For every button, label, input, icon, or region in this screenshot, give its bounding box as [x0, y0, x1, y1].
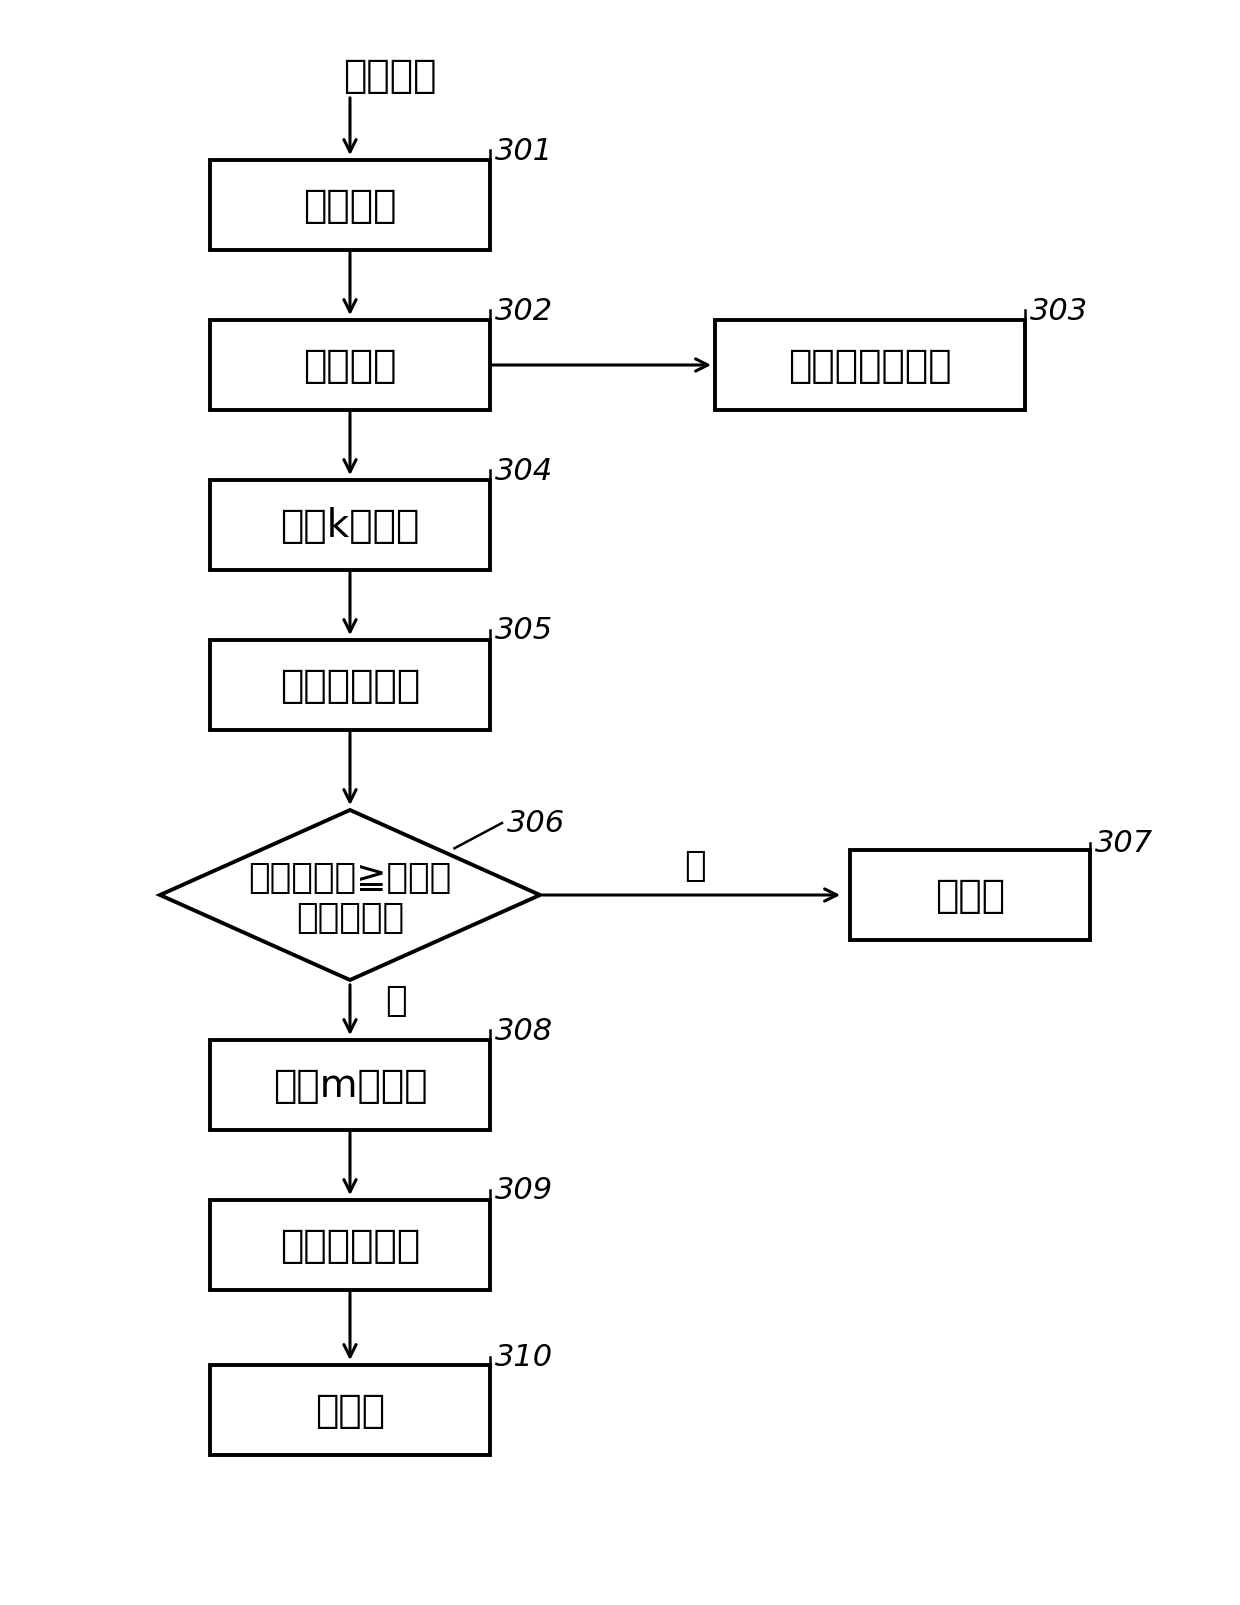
Text: 划分子带: 划分子带: [304, 347, 397, 385]
Text: 308: 308: [495, 1016, 553, 1045]
Text: 否: 否: [684, 849, 706, 883]
Text: 确定m个矢量: 确定m个矢量: [273, 1066, 428, 1104]
Text: 302: 302: [495, 297, 553, 326]
Bar: [210, 1040, 490, 1130]
Bar: [210, 1201, 490, 1290]
Text: 304: 304: [495, 456, 553, 485]
Bar: [210, 1366, 490, 1456]
Text: 是: 是: [384, 984, 407, 1018]
Text: 306: 306: [507, 809, 565, 838]
Text: 303: 303: [1030, 297, 1089, 326]
Text: 写码流: 写码流: [315, 1392, 386, 1428]
Text: 307: 307: [1095, 830, 1153, 859]
Text: 归一化并量化: 归一化并量化: [280, 1226, 420, 1265]
Bar: [210, 321, 490, 411]
Text: 特数阈値？: 特数阈値？: [296, 900, 404, 934]
Bar: [210, 482, 490, 571]
Text: 时域信号: 时域信号: [343, 56, 436, 95]
Text: 计算并量化包络: 计算并量化包络: [789, 347, 952, 385]
Bar: [715, 321, 1025, 411]
Text: 剩余比特数≧第一比: 剩余比特数≧第一比: [248, 860, 451, 894]
Bar: [849, 851, 1090, 941]
Text: 归一化并量化: 归一化并量化: [280, 666, 420, 705]
Text: 310: 310: [495, 1343, 553, 1372]
Text: 309: 309: [495, 1176, 553, 1205]
Polygon shape: [160, 811, 539, 981]
Text: 时频变换: 时频变换: [304, 186, 397, 225]
Text: 301: 301: [495, 136, 553, 165]
Text: 305: 305: [495, 616, 553, 645]
Text: 确定k个子带: 确定k个子带: [280, 507, 419, 544]
Bar: [210, 640, 490, 730]
Bar: [210, 160, 490, 250]
Text: 写码流: 写码流: [935, 876, 1006, 915]
